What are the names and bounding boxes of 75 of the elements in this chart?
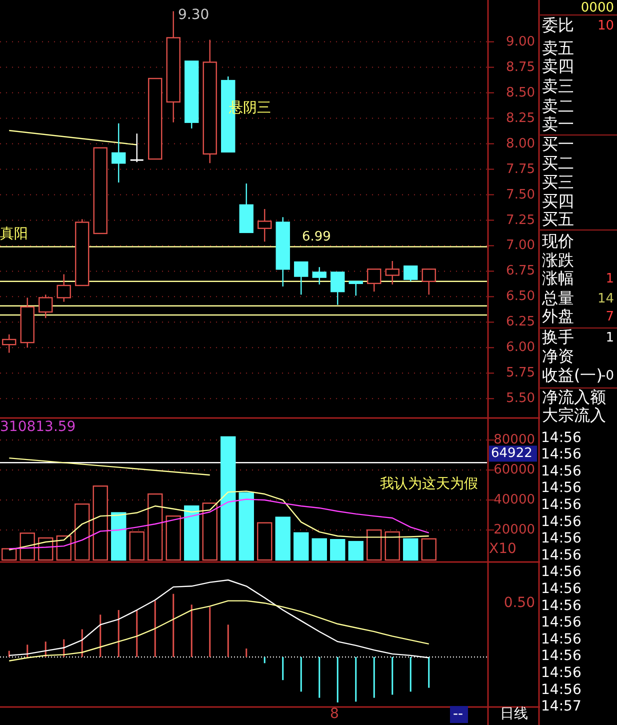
text: 10 [597,18,614,34]
text: 14:56 [541,564,582,580]
y-tick-label: 8.00 [506,136,535,152]
text: 卖五 [542,38,574,58]
text: 总量 [541,288,574,308]
text: 卖一 [542,114,574,134]
text: 8 [330,706,339,722]
y-tick-label: 8.75 [506,60,535,75]
text: 14:56 [541,598,582,614]
text: 卖四 [542,56,574,76]
y-tick-label: 6.75 [506,264,535,279]
text: 买三 [542,172,574,192]
y-tick-label: 6.50 [506,289,535,304]
text: 换手 [542,327,574,346]
text: 14:56 [541,648,582,664]
text: 14:56 [541,463,582,480]
y-tick-label: 80000 [494,432,535,448]
text: 14:57 [541,698,582,715]
text: 外盘 [542,306,574,326]
y-tick-label: 6.00 [506,340,535,356]
y-tick-label: 7.25 [506,212,535,228]
text: -0 [601,368,614,384]
text: 0.50 [504,594,535,611]
text: 14 [597,292,614,307]
text: 14:56 [541,497,582,514]
text: 1 [606,272,614,287]
text: 14:56 [541,430,582,446]
y-tick-label: 7.75 [506,162,535,177]
text: 卖二 [542,96,574,116]
text: 卖三 [542,76,574,96]
text: 涨跌 [542,250,574,270]
text: X10 [489,540,516,557]
text: 14:56 [541,614,582,631]
text: 14:56 [541,682,582,698]
y-tick-label: 9.00 [506,34,535,50]
y-tick-label: 20000 [494,522,535,538]
text: 买一 [542,134,574,154]
text: 日线 [500,706,528,722]
text: 14:56 [541,631,582,648]
annotation: 9.30 [178,6,210,23]
y-tick-label: 7.50 [506,187,535,202]
y-tick-label: 5.75 [506,366,535,381]
text: 买二 [542,153,574,172]
ref-line-label: 6.99 [302,229,331,244]
text: 1 [606,330,614,346]
text: 现价 [542,231,574,250]
text: 收益(一) [542,365,602,384]
y-tick-label: 60000 [494,462,535,478]
y-tick-label: 40000 [494,492,535,508]
text: 14:56 [541,530,582,547]
text: 涨幅 [542,268,574,288]
text: 0000 [580,0,614,16]
text: 14:56 [541,547,582,564]
text: 14:56 [541,480,582,496]
y-tick-label: 7.00 [506,238,535,254]
text: -- [453,706,464,722]
annotation: 我认为这天为假 [380,476,478,492]
annotation: 真阳 [0,226,28,242]
text: 14:56 [541,581,582,598]
text: 买四 [542,191,574,210]
text: 买五 [542,209,574,228]
y-tick-label: 8.25 [506,110,535,126]
text: 净流入额 [542,387,606,406]
text: 净资 [542,346,574,366]
ref-line-label: 64922 [491,446,532,462]
text: 14:56 [541,665,582,682]
text: 14:56 [541,514,582,530]
text: 14:56 [541,446,582,463]
annotation: 310813.59 [0,418,76,435]
text: 委比 [542,15,574,34]
y-tick-label: 6.25 [506,314,535,330]
y-tick-label: 5.50 [506,391,535,406]
text: 7 [606,310,614,325]
text: 大宗流入 [542,405,606,424]
y-tick-label: 8.50 [506,85,535,100]
